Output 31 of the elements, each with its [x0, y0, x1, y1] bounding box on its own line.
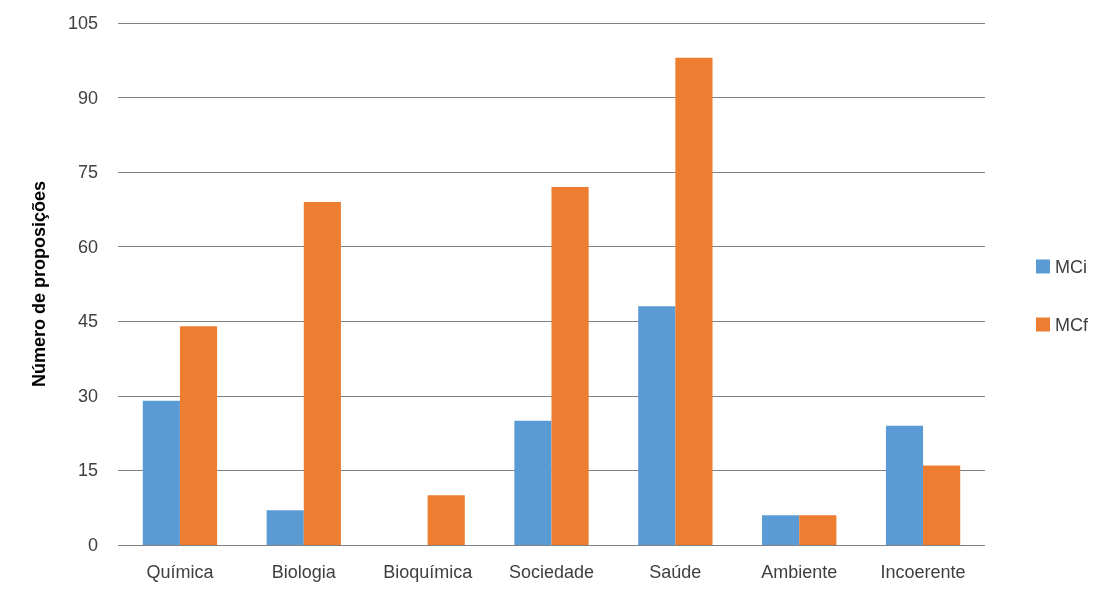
- bar: [638, 306, 676, 545]
- bar: [303, 201, 341, 545]
- bar: [923, 465, 961, 545]
- y-tick-label: 30: [77, 385, 98, 406]
- y-tick-label: 75: [77, 162, 98, 183]
- y-axis-title: Número de proposições: [29, 180, 49, 388]
- bar: [142, 400, 180, 545]
- x-tick-label: Incoerente: [880, 562, 966, 582]
- bar: [885, 425, 924, 545]
- y-tick-label: 15: [77, 460, 98, 481]
- x-tick-label: Sociedade: [508, 562, 595, 582]
- x-tick-label: Química: [146, 562, 215, 582]
- y-tick-label: 105: [67, 13, 98, 33]
- bar: [266, 510, 304, 545]
- legend-label: MCf: [1055, 314, 1089, 335]
- bar: [514, 420, 552, 545]
- bar: [675, 57, 713, 545]
- bar: [799, 515, 837, 545]
- x-tick-label: Saúde: [649, 562, 702, 582]
- bar: [179, 326, 218, 545]
- legend-label: MCi: [1055, 256, 1088, 277]
- bar: [762, 515, 800, 545]
- bar: [427, 495, 465, 545]
- y-tick-label: 0: [87, 535, 98, 555]
- y-tick-label: 45: [77, 311, 98, 332]
- y-tick-label: 60: [77, 236, 98, 257]
- x-tick-label: Ambiente: [761, 562, 838, 582]
- x-tick-label: Biologia: [271, 562, 337, 582]
- x-tick-label: Bioquímica: [383, 562, 474, 582]
- y-tick-label: 90: [77, 87, 98, 108]
- bar: [551, 187, 589, 545]
